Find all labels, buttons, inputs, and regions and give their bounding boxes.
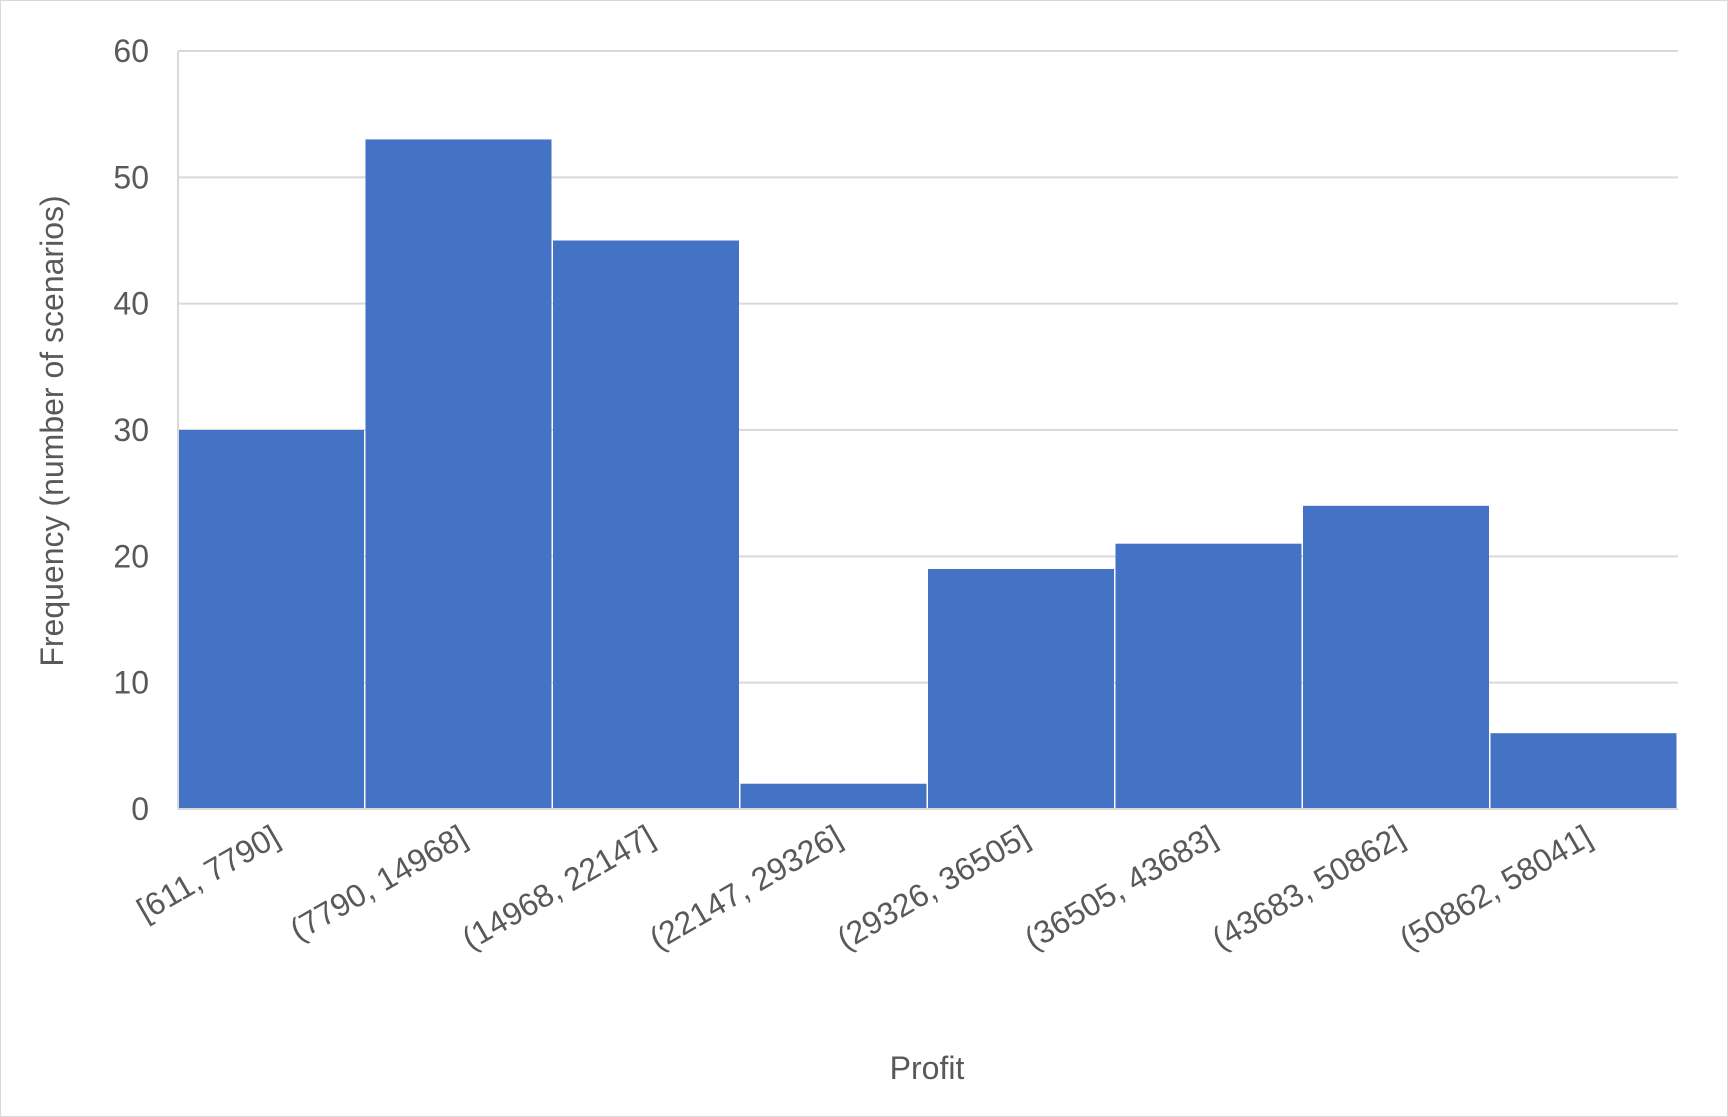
x-tick-label: (7790, 14968]	[284, 818, 473, 948]
histogram-bar	[740, 783, 927, 809]
histogram-bar	[178, 430, 364, 809]
x-tick-label: (36505, 43683]	[1018, 818, 1222, 957]
y-tick-label: 50	[113, 159, 149, 195]
y-tick-label: 40	[113, 286, 149, 322]
x-tick-label: (14968, 22147]	[456, 818, 660, 957]
x-tick-labels: [611, 7790](7790, 14968](14968, 22147](2…	[131, 818, 1598, 957]
x-tick-label: [611, 7790]	[131, 818, 286, 928]
y-tick-label: 60	[113, 33, 149, 69]
x-tick-label: (22147, 29326]	[643, 818, 847, 957]
y-tick-label: 30	[113, 412, 149, 448]
x-tick-label: (43683, 50862]	[1206, 818, 1410, 957]
histogram-bar	[365, 139, 552, 809]
x-tick-label: (29326, 36505]	[831, 818, 1035, 957]
axes	[177, 51, 1678, 810]
y-tick-labels: 0 10 20 30 40 50 60	[113, 33, 149, 827]
histogram-bar	[1115, 543, 1302, 809]
x-axis-title: Profit	[890, 1050, 965, 1086]
bars	[178, 139, 1677, 809]
x-tick-label: (50862, 58041]	[1393, 818, 1597, 957]
y-tick-label: 0	[131, 791, 149, 827]
histogram-bar	[1490, 733, 1677, 809]
histogram-bar	[928, 568, 1114, 809]
y-axis-title: Frequency (number of scenarios)	[34, 195, 70, 666]
histogram-bar	[1303, 505, 1489, 809]
y-tick-label: 10	[113, 665, 149, 701]
y-tick-label: 20	[113, 538, 149, 574]
histogram-bar	[553, 240, 739, 809]
